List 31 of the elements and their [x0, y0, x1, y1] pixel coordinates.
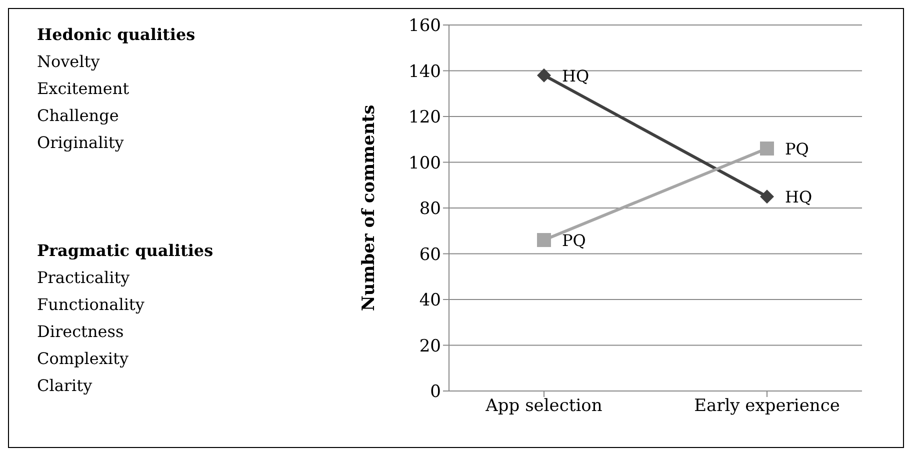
series-label: HQ: [562, 66, 590, 86]
point: [760, 190, 774, 204]
x-tick-label: Early experience: [694, 396, 840, 416]
y-tick-label: 120: [408, 108, 441, 128]
text: Challenge: [37, 105, 120, 127]
y-tick-label: 60: [419, 244, 441, 265]
y-tick-label: 40: [419, 290, 441, 311]
series-label: PQ: [562, 231, 586, 250]
y-tick-label: 140: [408, 62, 441, 82]
x-tick-label: App selection: [484, 396, 602, 416]
text: Hedonic qualities: [37, 24, 196, 46]
point: [537, 233, 551, 248]
text: Pragmatic qualities: [37, 240, 214, 262]
text: Clarity: [37, 375, 94, 397]
text: Originality: [37, 132, 125, 154]
text: PQ: [785, 140, 809, 159]
text: Excitement: [37, 78, 130, 100]
text: Practicality: [37, 267, 131, 289]
y-tick-label: 80: [419, 199, 441, 220]
y-tick-label: 0: [430, 382, 441, 402]
text: HQ: [785, 188, 812, 207]
point: [760, 142, 774, 156]
point: [537, 68, 551, 82]
y-tick-label: 100: [408, 153, 441, 174]
text: Complexity: [37, 348, 130, 370]
y-tick-label: 160: [408, 16, 441, 36]
text: Novelty: [37, 51, 101, 73]
text: Functionality: [37, 294, 146, 316]
y-tick-label: 20: [419, 336, 441, 356]
y-axis-title: Number of comments: [359, 104, 380, 312]
text: Directness: [37, 321, 125, 343]
